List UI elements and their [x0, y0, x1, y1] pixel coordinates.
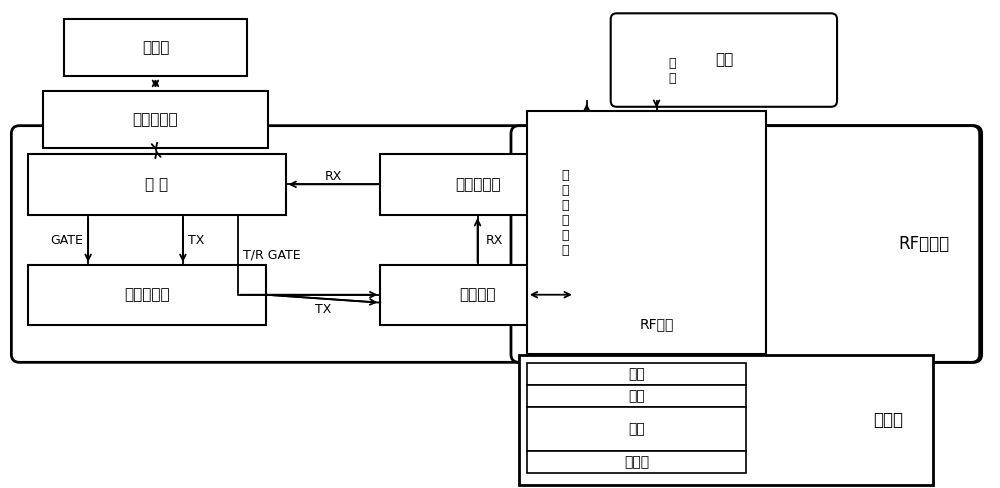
- Text: 人体: 人体: [715, 53, 733, 67]
- Bar: [527, 407, 746, 451]
- Text: 磁屏蔽: 磁屏蔽: [624, 455, 649, 469]
- Bar: [43, 91, 268, 147]
- Text: 磁体: 磁体: [628, 422, 645, 436]
- Bar: [380, 265, 575, 325]
- Text: 前置放大器: 前置放大器: [455, 177, 500, 192]
- Bar: [527, 364, 746, 385]
- Text: 谱 仪: 谱 仪: [145, 177, 169, 192]
- Text: 收发切换: 收发切换: [459, 287, 496, 302]
- Bar: [527, 385, 746, 407]
- Bar: [28, 265, 266, 325]
- Text: RX: RX: [486, 234, 503, 246]
- Text: 功率放大器: 功率放大器: [124, 287, 170, 302]
- Bar: [380, 154, 575, 215]
- Text: 屏蔽: 屏蔽: [628, 389, 645, 403]
- Text: RF线圈: RF线圈: [639, 318, 674, 331]
- Bar: [28, 154, 286, 215]
- Bar: [519, 355, 933, 485]
- Text: 磁模块: 磁模块: [873, 411, 903, 429]
- Text: T/R GATE: T/R GATE: [243, 248, 300, 262]
- Bar: [527, 111, 766, 354]
- FancyBboxPatch shape: [611, 13, 837, 107]
- Text: 数据处理器: 数据处理器: [133, 112, 178, 127]
- Bar: [527, 451, 746, 473]
- FancyBboxPatch shape: [511, 126, 980, 362]
- Text: RX: RX: [324, 170, 342, 183]
- Text: TX: TX: [188, 234, 204, 246]
- Text: TX: TX: [315, 303, 331, 316]
- Text: GATE: GATE: [50, 234, 83, 246]
- Text: 磁声: 磁声: [628, 367, 645, 381]
- Text: RF子系统: RF子系统: [898, 235, 949, 253]
- Text: 脉
冲
向
量
磁
场: 脉 冲 向 量 磁 场: [561, 169, 569, 257]
- Text: 回
波: 回 波: [669, 57, 676, 85]
- Bar: [64, 20, 247, 76]
- Text: 显示器: 显示器: [142, 40, 169, 55]
